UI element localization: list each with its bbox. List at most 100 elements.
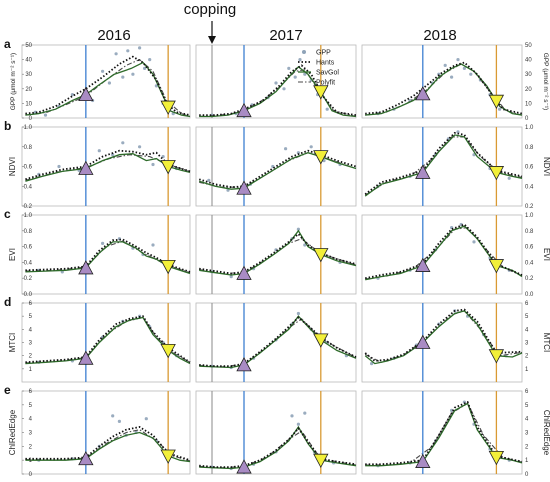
data-point (498, 107, 502, 111)
hants-line (365, 400, 523, 466)
data-point (293, 75, 297, 79)
y-axis-right-a: 0 10 20 30 40 50 (525, 43, 532, 122)
copping-label: copping (184, 1, 237, 18)
y-tick-label: 20 (25, 87, 32, 93)
data-point (298, 58, 302, 62)
sos-marker (236, 459, 252, 474)
data-point (114, 52, 118, 56)
eos-marker (313, 333, 329, 348)
y-tick-label: 1 (29, 367, 33, 373)
y-tick-label: 3 (525, 341, 529, 347)
y-tick-label: 20 (525, 87, 532, 93)
copping-arrow-head (208, 36, 216, 44)
data-point (370, 362, 374, 366)
data-point (287, 66, 291, 70)
eos-marker (160, 100, 176, 115)
y-axis-left-d: 1 2 3 4 5 6 (22, 301, 33, 373)
hants-line (199, 316, 357, 368)
y-axis-label-left-c: EVI (8, 248, 17, 261)
data-point (126, 49, 130, 53)
eos-marker (313, 453, 329, 469)
y-tick-label: 0.2 (24, 276, 33, 282)
panel-letter-d: d (4, 295, 11, 309)
y-tick-label: 1 (29, 458, 33, 464)
y-tick-label: 4 (525, 327, 529, 333)
sos-marker (78, 260, 94, 275)
data-point (274, 81, 278, 85)
panel-frame (195, 214, 357, 295)
y-tick-label: 10 (25, 101, 32, 107)
data-point (207, 178, 211, 182)
legend: GPP Hants SavGol Polyfit (298, 50, 339, 87)
legend-polyfit-label: Polyfit (316, 80, 335, 87)
y-axis-label-right-a: GPP (μmol m⁻² s⁻¹) (542, 53, 549, 110)
data-point (229, 275, 233, 279)
data-point (456, 58, 460, 62)
panel-frame (21, 44, 191, 119)
y-tick-label: 5 (525, 403, 529, 409)
data-point (303, 411, 307, 415)
y-tick-label: 2 (525, 354, 529, 360)
figure-headers: 2016 2017 2018 copping (97, 1, 457, 44)
savgol-line (199, 66, 357, 118)
hants-line (25, 149, 191, 181)
sos-marker (78, 86, 94, 102)
eos-marker (160, 449, 176, 464)
y-axis-label-right-b: NDVI (542, 157, 550, 176)
polyfit-line (25, 429, 191, 462)
data-point (456, 130, 460, 134)
panel-frame (195, 126, 357, 207)
year-header-2016: 2016 (97, 27, 130, 44)
y-tick-label: 0.4 (525, 260, 534, 266)
savgol-line (364, 134, 523, 197)
y-tick-label: 0.8 (525, 145, 534, 151)
panel-a-2017 (195, 44, 357, 119)
panel-e-2017 (195, 390, 357, 475)
y-tick-label: 30 (525, 72, 532, 78)
data-point (309, 145, 313, 149)
y-tick-label: 0.6 (525, 245, 534, 251)
y-tick-label: 40 (525, 58, 532, 64)
data-point (148, 58, 152, 62)
y-tick-label: 10 (525, 101, 532, 107)
y-axis-left-e: 0 1 2 3 4 5 6 (22, 389, 33, 478)
data-point (282, 87, 286, 91)
panel-b-2018 (361, 126, 523, 207)
data-point (144, 417, 148, 421)
data-point (462, 66, 466, 70)
eos-marker (313, 85, 329, 100)
data-point (138, 145, 142, 149)
y-axis-label-right-d: MTCI (542, 333, 550, 353)
data-point (57, 164, 61, 169)
savgol-line (199, 152, 357, 190)
data-point (107, 81, 111, 85)
sos-marker (236, 265, 252, 280)
panel-letter-b: b (4, 119, 11, 133)
sos-marker (415, 334, 431, 349)
legend-savgol-label: SavGol (316, 70, 339, 77)
eos-marker (160, 259, 176, 275)
data-point (469, 72, 473, 76)
data-point (70, 93, 74, 97)
eos-marker (160, 160, 176, 175)
y-tick-label: 50 (25, 43, 32, 49)
panel-letter-c: c (4, 207, 11, 221)
y-tick-label: 0.8 (24, 229, 33, 235)
hants-line (199, 64, 357, 116)
panel-c-2018 (361, 214, 523, 295)
year-header-2017: 2017 (269, 27, 302, 44)
y-tick-label: 0.6 (525, 165, 534, 171)
eos-marker (488, 94, 505, 110)
y-tick-label: 5 (29, 403, 33, 409)
savgol-line (365, 402, 523, 467)
hants-line (199, 426, 357, 468)
y-tick-label: 6 (29, 301, 33, 307)
legend-gpp-label: GPP (316, 50, 331, 57)
data-point (121, 75, 125, 79)
y-tick-label: 2 (525, 444, 529, 450)
data-point (296, 151, 300, 155)
y-axis-label-right-c: EVI (542, 248, 550, 261)
data-point (507, 176, 511, 180)
data-point (131, 72, 135, 76)
